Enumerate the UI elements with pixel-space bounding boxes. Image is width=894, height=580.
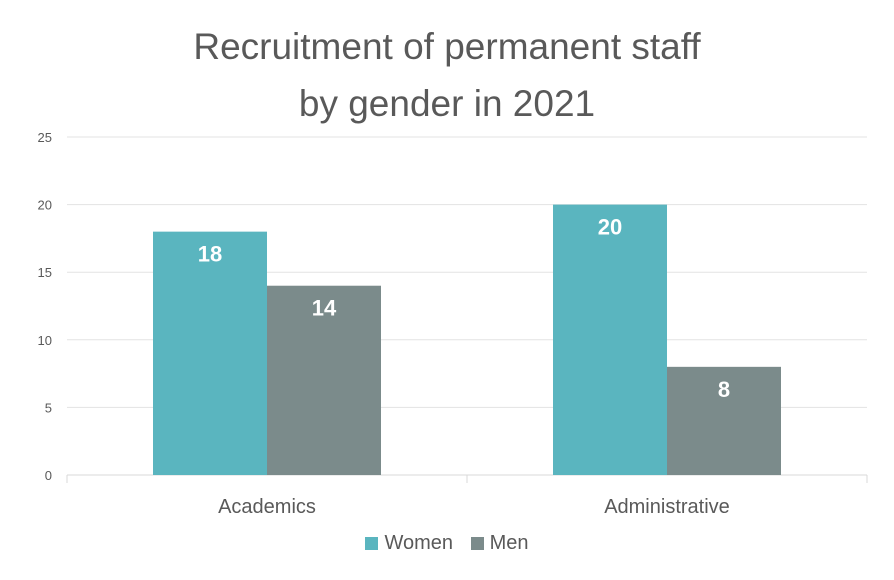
chart-title-line-2: by gender in 2021 [298,83,596,124]
legend-item-men: Men [470,532,529,555]
y-tick-label: 20 [38,198,52,213]
legend-label-women: Women [384,532,454,554]
legend-label-men: Men [489,532,529,554]
chart-legend: Women Men [0,532,894,556]
x-category-label: Administrative [604,496,730,518]
bar-men-administrative [667,366,781,475]
data-label: 20 [598,215,622,240]
bar-women-administrative [553,204,667,475]
data-label: 8 [718,377,730,402]
y-tick-label: 0 [45,468,52,483]
data-label: 18 [198,242,222,267]
chart-title-line-1: Recruitment of permanent staff [193,26,701,67]
legend-swatch-men [470,537,484,550]
data-label: 14 [312,296,337,321]
legend-item-women: Women [365,532,453,555]
bar-men-academics [267,285,381,475]
bar-women-academics [153,231,267,475]
y-tick-label: 25 [38,130,52,145]
y-tick-label: 10 [38,333,52,348]
x-category-label: Academics [218,496,316,518]
y-tick-label: 15 [38,265,52,280]
chart-title: Recruitment of permanent staff by gender… [0,18,894,132]
legend-swatch-women [365,537,379,550]
y-tick-label: 5 [45,400,52,415]
